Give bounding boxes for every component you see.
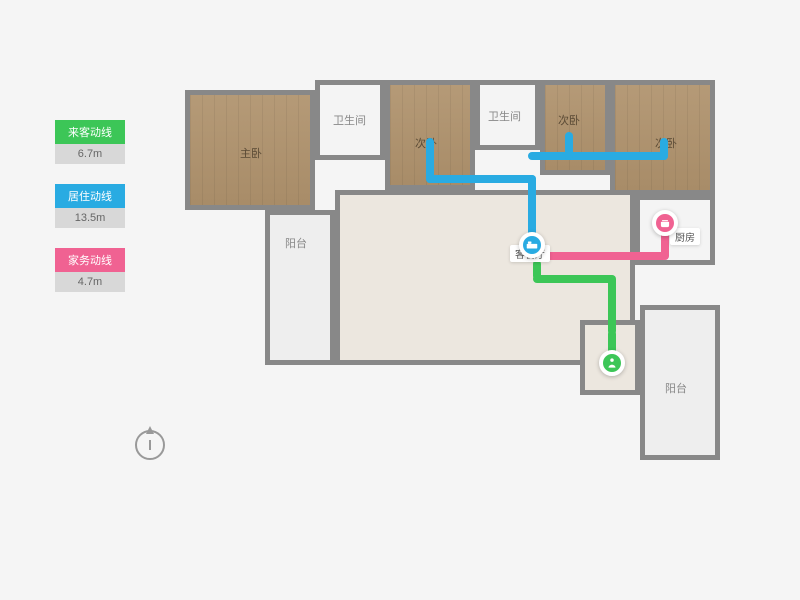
room-label-卫生间: 卫生间 [488,108,521,124]
legend-guest-value: 6.7m [55,144,125,164]
blue-path-segment [528,152,668,160]
green-path-segment [533,260,541,280]
legend-guest-label: 来客动线 [55,120,125,144]
room-label-卫生间: 卫生间 [333,112,366,128]
legend-living: 居住动线 13.5m [55,184,125,228]
floorplan: 主卧卫生间次卧卫生间次卧次卧阳台阳台 客餐厅 厨房 [185,60,755,510]
compass-icon [135,430,165,460]
pink-path-segment [532,252,667,260]
room-label-阳台: 阳台 [285,235,307,251]
room-阳台 [265,210,335,365]
legend-chore-label: 家务动线 [55,248,125,272]
legend-living-label: 居住动线 [55,184,125,208]
blue-path-segment [660,138,668,160]
legend-chore-value: 4.7m [55,272,125,292]
green-path-segment [533,275,615,283]
legend-living-value: 13.5m [55,208,125,228]
green-path-segment [608,275,616,335]
room-label-次卧: 次卧 [558,112,580,128]
legend-chore: 家务动线 4.7m [55,248,125,292]
pot-marker-icon [652,210,678,236]
bed-marker-icon [519,232,545,258]
pink-path-segment [661,232,669,260]
blue-path-segment [426,175,536,183]
legend-guest: 来客动线 6.7m [55,120,125,164]
room-label-主卧: 主卧 [240,145,262,161]
legend: 来客动线 6.7m 居住动线 13.5m 家务动线 4.7m [55,120,125,312]
person-marker-icon [599,350,625,376]
room-label-阳台: 阳台 [665,380,687,396]
blue-path-segment [565,132,573,160]
